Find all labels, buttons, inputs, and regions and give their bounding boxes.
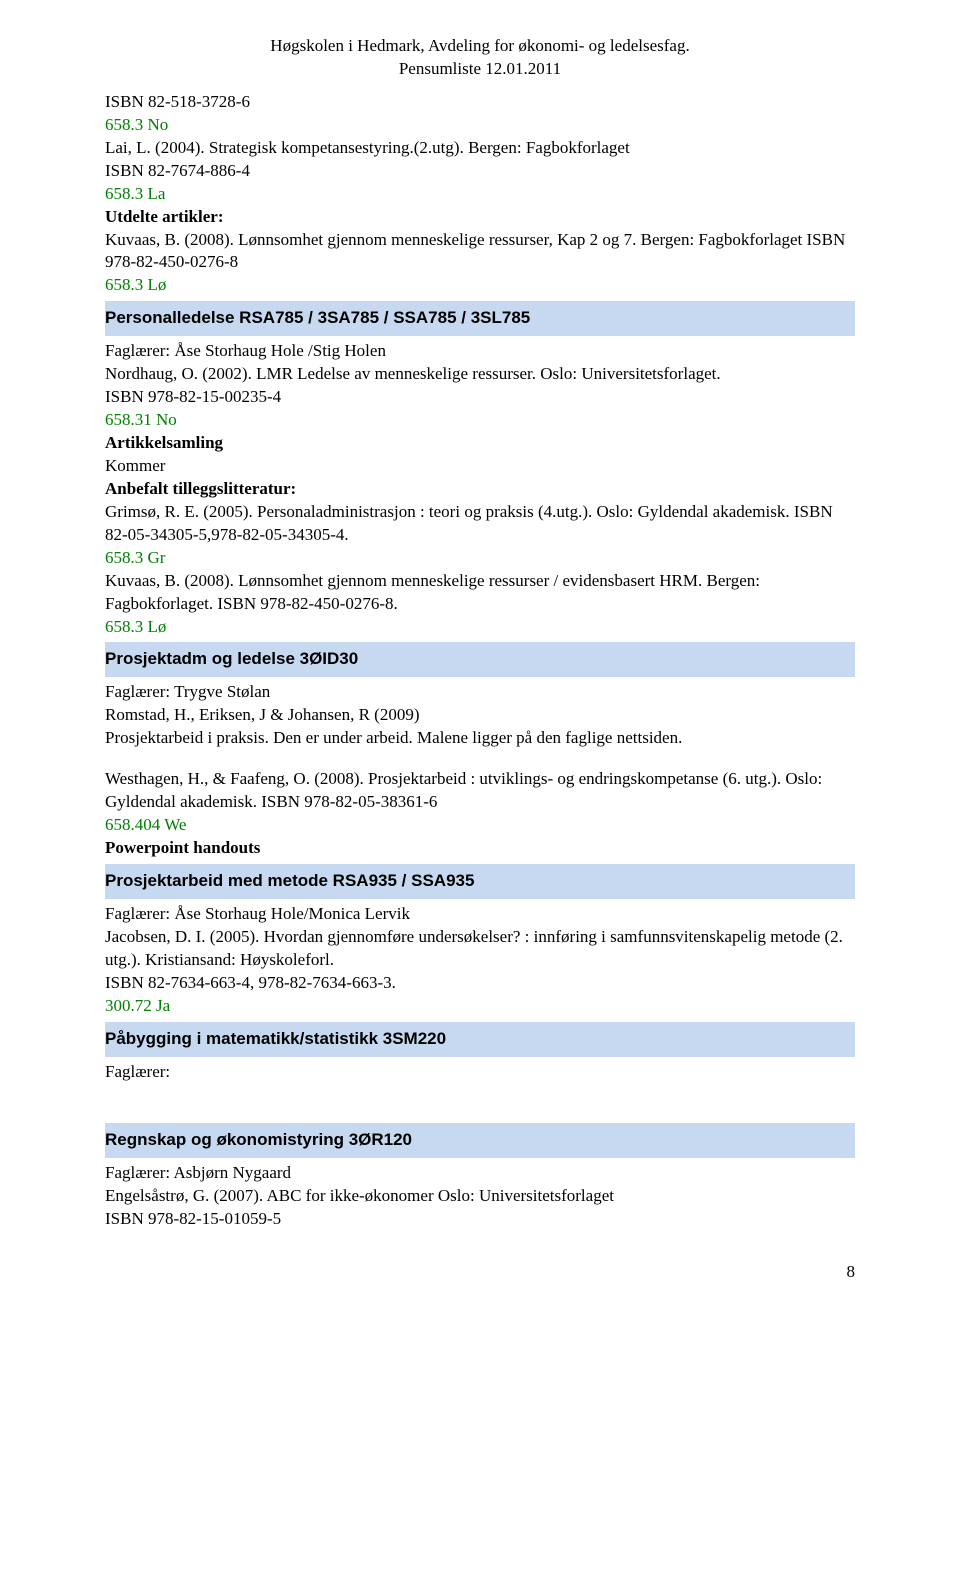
- course2-block: Faglærer: Trygve Stølan Romstad, H., Eri…: [105, 681, 855, 860]
- text-line: Jacobsen, D. I. (2005). Hvordan gjennomf…: [105, 926, 855, 972]
- text-line-bold: Artikkelsamling: [105, 432, 855, 455]
- course-heading-prosjektadm: Prosjektadm og ledelse 3ØID30: [105, 642, 855, 677]
- course-heading-regnskap: Regnskap og økonomistyring 3ØR120: [105, 1123, 855, 1158]
- text-line: Lai, L. (2004). Strategisk kompetansesty…: [105, 137, 855, 160]
- text-line: Kuvaas, B. (2008). Lønnsomhet gjennom me…: [105, 229, 855, 275]
- faglaerer-line: Faglærer: Asbjørn Nygaard: [105, 1162, 855, 1185]
- course5-block: Faglærer: Asbjørn Nygaard Engelsåstrø, G…: [105, 1162, 855, 1231]
- text-line-green: 658.3 Gr: [105, 547, 855, 570]
- course1-block: Faglærer: Åse Storhaug Hole /Stig Holen …: [105, 340, 855, 638]
- course-heading-personalledelse: Personalledelse RSA785 / 3SA785 / SSA785…: [105, 301, 855, 336]
- text-line-green: 658.31 No: [105, 409, 855, 432]
- course-heading-prosjektarbeid: Prosjektarbeid med metode RSA935 / SSA93…: [105, 864, 855, 899]
- text-line-green: 658.3 Lø: [105, 274, 855, 297]
- text-line: ISBN 82-518-3728-6: [105, 91, 855, 114]
- text-line: ISBN 82-7674-886-4: [105, 160, 855, 183]
- course4-block: Faglærer:: [105, 1061, 855, 1084]
- text-line: Prosjektarbeid i praksis. Den er under a…: [105, 727, 855, 750]
- faglaerer-line: Faglærer: Åse Storhaug Hole/Monica Lervi…: [105, 903, 855, 926]
- text-line: Nordhaug, O. (2002). LMR Ledelse av menn…: [105, 363, 855, 386]
- page-number: 8: [105, 1261, 855, 1284]
- text-line-green: 658.404 We: [105, 814, 855, 837]
- header-line2: Pensumliste 12.01.2011: [399, 59, 561, 78]
- text-line: ISBN 978-82-15-00235-4: [105, 386, 855, 409]
- text-line-bold: Utdelte artikler:: [105, 206, 855, 229]
- faglaerer-line: Faglærer: Åse Storhaug Hole /Stig Holen: [105, 340, 855, 363]
- text-line-green: 658.3 Lø: [105, 616, 855, 639]
- text-line: Engelsåstrø, G. (2007). ABC for ikke-øko…: [105, 1185, 855, 1208]
- text-line: ISBN 82-7634-663-4, 978-82-7634-663-3.: [105, 972, 855, 995]
- header-line1: Høgskolen i Hedmark, Avdeling for økonom…: [270, 36, 689, 55]
- document-header: Høgskolen i Hedmark, Avdeling for økonom…: [105, 35, 855, 81]
- course-heading-pabygging: Påbygging i matematikk/statistikk 3SM220: [105, 1022, 855, 1057]
- text-line: Westhagen, H., & Faafeng, O. (2008). Pro…: [105, 768, 855, 814]
- text-line: Romstad, H., Eriksen, J & Johansen, R (2…: [105, 704, 855, 727]
- text-line-green: 658.3 No: [105, 114, 855, 137]
- text-line: Kommer: [105, 455, 855, 478]
- text-line: Kuvaas, B. (2008). Lønnsomhet gjennom me…: [105, 570, 855, 616]
- text-line: ISBN 978-82-15-01059-5: [105, 1208, 855, 1231]
- text-line-bold: Powerpoint handouts: [105, 837, 855, 860]
- faglaerer-line: Faglærer: Trygve Stølan: [105, 681, 855, 704]
- intro-block: ISBN 82-518-3728-6 658.3 No Lai, L. (200…: [105, 91, 855, 297]
- text-line-green: 300.72 Ja: [105, 995, 855, 1018]
- text-line-bold: Anbefalt tilleggslitteratur:: [105, 478, 855, 501]
- spacer: [105, 1083, 855, 1119]
- faglaerer-line: Faglærer:: [105, 1061, 855, 1084]
- text-line-green: 658.3 La: [105, 183, 855, 206]
- course3-block: Faglærer: Åse Storhaug Hole/Monica Lervi…: [105, 903, 855, 1018]
- text-line: Grimsø, R. E. (2005). Personaladministra…: [105, 501, 855, 547]
